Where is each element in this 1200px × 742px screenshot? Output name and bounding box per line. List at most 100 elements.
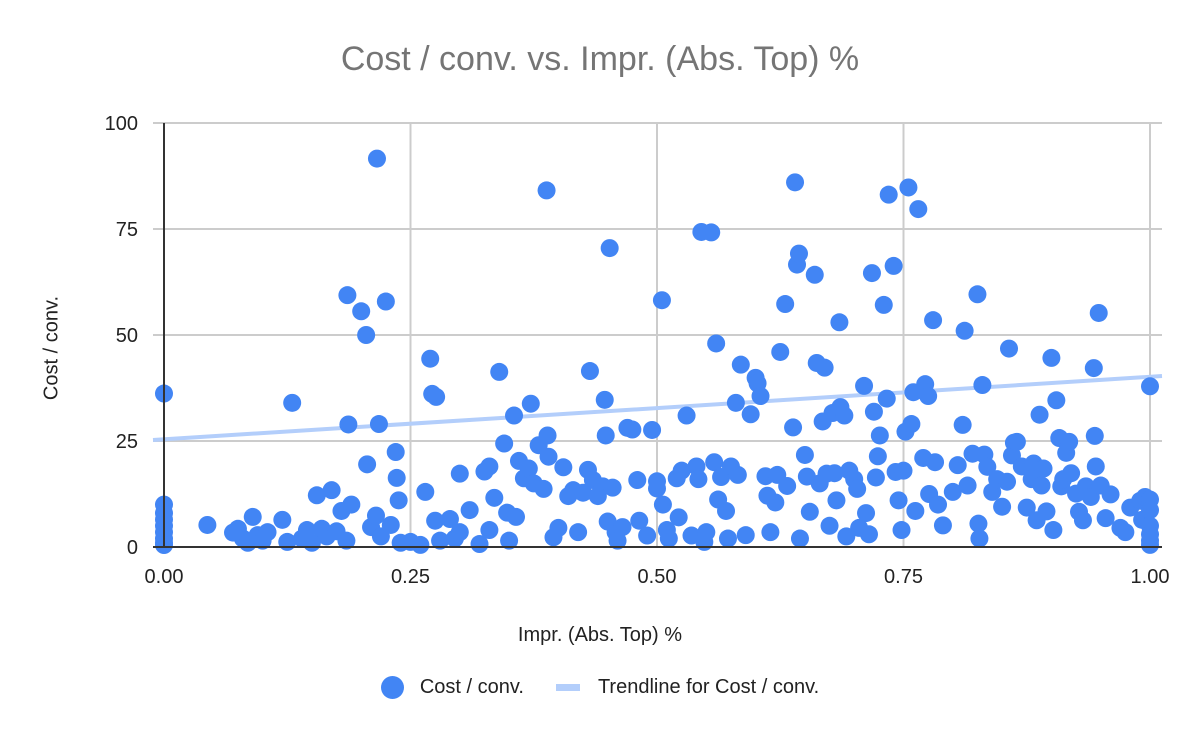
- data-point[interactable]: [1047, 391, 1066, 410]
- data-point[interactable]: [862, 264, 881, 283]
- data-point[interactable]: [427, 387, 446, 406]
- data-point[interactable]: [677, 406, 696, 425]
- data-point[interactable]: [870, 426, 889, 445]
- data-point[interactable]: [352, 302, 371, 321]
- data-point[interactable]: [884, 256, 903, 275]
- data-point[interactable]: [638, 526, 657, 545]
- data-point[interactable]: [1085, 426, 1104, 445]
- data-point[interactable]: [909, 200, 928, 219]
- data-point[interactable]: [825, 464, 844, 483]
- data-point[interactable]: [337, 531, 356, 550]
- data-point[interactable]: [993, 497, 1012, 516]
- data-point[interactable]: [460, 501, 479, 520]
- data-point[interactable]: [857, 504, 876, 523]
- data-point[interactable]: [431, 531, 450, 550]
- data-point[interactable]: [1116, 523, 1135, 542]
- data-point[interactable]: [784, 418, 803, 437]
- data-point[interactable]: [600, 239, 619, 258]
- data-point[interactable]: [369, 415, 388, 434]
- data-point[interactable]: [726, 393, 745, 412]
- data-point[interactable]: [789, 244, 808, 263]
- data-point[interactable]: [795, 445, 814, 464]
- data-point[interactable]: [731, 355, 750, 374]
- data-point[interactable]: [595, 390, 614, 409]
- data-point[interactable]: [697, 523, 716, 542]
- data-point[interactable]: [953, 415, 972, 434]
- data-point[interactable]: [283, 393, 302, 412]
- data-point[interactable]: [613, 518, 632, 537]
- data-point[interactable]: [766, 493, 785, 512]
- data-point[interactable]: [1141, 535, 1159, 554]
- data-point[interactable]: [970, 529, 989, 548]
- data-point[interactable]: [648, 479, 666, 498]
- data-point[interactable]: [718, 529, 737, 548]
- data-point[interactable]: [534, 479, 553, 498]
- data-point[interactable]: [778, 476, 797, 495]
- data-point[interactable]: [366, 506, 385, 525]
- data-point[interactable]: [741, 405, 760, 424]
- data-point[interactable]: [933, 516, 952, 535]
- data-point[interactable]: [426, 511, 445, 530]
- data-point[interactable]: [790, 529, 809, 548]
- data-point[interactable]: [623, 420, 642, 439]
- data-point[interactable]: [339, 415, 358, 434]
- data-point[interactable]: [574, 483, 593, 502]
- data-point[interactable]: [728, 465, 747, 484]
- data-point[interactable]: [859, 525, 878, 544]
- data-point[interactable]: [1141, 377, 1159, 396]
- data-point[interactable]: [307, 486, 326, 505]
- data-point[interactable]: [877, 389, 896, 408]
- data-point[interactable]: [855, 376, 874, 395]
- data-point[interactable]: [805, 265, 824, 284]
- data-point[interactable]: [273, 510, 292, 529]
- data-point[interactable]: [874, 295, 893, 314]
- data-point[interactable]: [643, 420, 662, 439]
- data-point[interactable]: [1044, 521, 1063, 540]
- data-point[interactable]: [926, 453, 945, 472]
- data-point[interactable]: [603, 478, 622, 497]
- data-point[interactable]: [1101, 485, 1120, 504]
- data-point[interactable]: [751, 387, 770, 406]
- data-point[interactable]: [919, 387, 938, 406]
- data-point[interactable]: [1096, 509, 1115, 528]
- legend-item-trendline[interactable]: Trendline for Cost / conv.: [555, 676, 819, 699]
- data-point[interactable]: [450, 464, 469, 483]
- data-point[interactable]: [1032, 476, 1051, 495]
- data-point[interactable]: [820, 516, 839, 535]
- data-point[interactable]: [569, 523, 588, 542]
- data-point[interactable]: [702, 223, 721, 242]
- data-point[interactable]: [322, 481, 341, 500]
- data-point[interactable]: [421, 349, 440, 368]
- data-point[interactable]: [827, 491, 846, 510]
- data-point[interactable]: [868, 447, 887, 466]
- data-point[interactable]: [943, 482, 962, 501]
- data-point[interactable]: [480, 521, 499, 540]
- data-point[interactable]: [653, 495, 672, 514]
- data-point[interactable]: [198, 515, 217, 534]
- data-point[interactable]: [1034, 459, 1053, 478]
- data-point[interactable]: [1037, 502, 1056, 521]
- data-point[interactable]: [969, 514, 988, 533]
- data-point[interactable]: [554, 458, 573, 477]
- data-point[interactable]: [736, 526, 755, 545]
- data-point[interactable]: [672, 461, 691, 480]
- data-point[interactable]: [1084, 359, 1103, 378]
- data-point[interactable]: [717, 501, 736, 520]
- data-point[interactable]: [973, 376, 992, 395]
- data-point[interactable]: [485, 488, 504, 507]
- data-point[interactable]: [1000, 339, 1019, 358]
- data-point[interactable]: [450, 523, 469, 542]
- data-point[interactable]: [358, 455, 377, 474]
- data-point[interactable]: [958, 476, 977, 495]
- data-point[interactable]: [848, 479, 867, 498]
- data-point[interactable]: [1017, 498, 1036, 517]
- data-point[interactable]: [1042, 348, 1061, 367]
- data-point[interactable]: [1062, 464, 1081, 483]
- data-point[interactable]: [707, 334, 726, 353]
- data-point[interactable]: [1030, 405, 1049, 424]
- data-point[interactable]: [892, 521, 911, 540]
- data-point[interactable]: [998, 472, 1017, 491]
- data-point[interactable]: [924, 311, 943, 330]
- data-point[interactable]: [866, 468, 885, 487]
- data-point[interactable]: [495, 434, 514, 453]
